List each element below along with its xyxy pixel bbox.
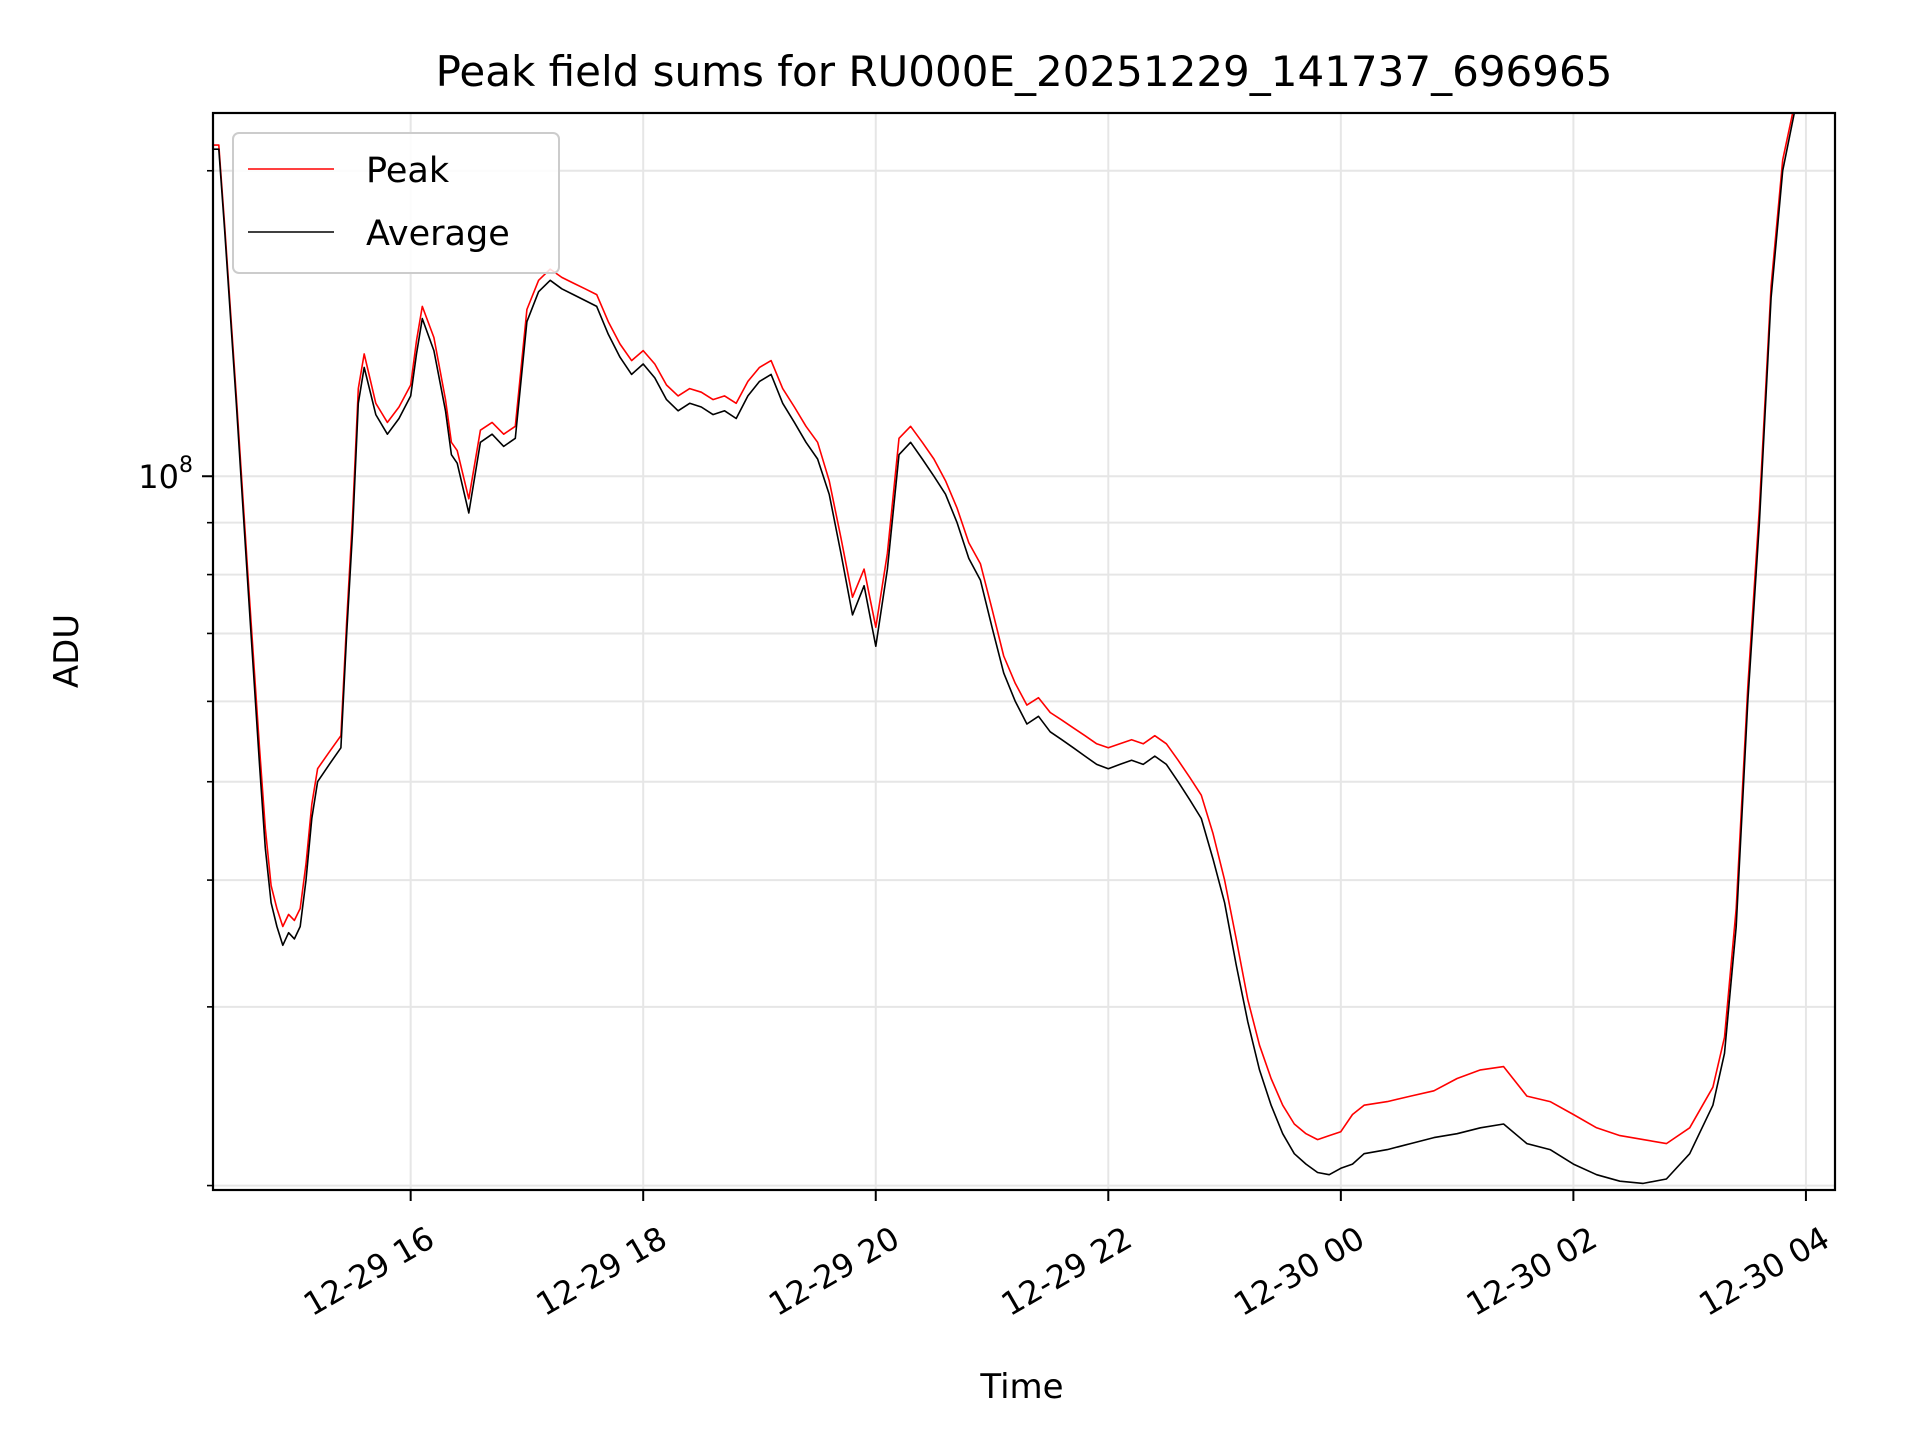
legend: Peak Average (232, 132, 560, 274)
series-line-peak (213, 113, 1794, 1145)
grid-lines (213, 113, 1835, 1190)
legend-label-peak: Peak (366, 151, 450, 191)
series-lines (213, 113, 1796, 1185)
legend-box (232, 132, 560, 274)
x-axis-label: Time (979, 1367, 1063, 1407)
y-axis-label: ADU (47, 614, 87, 688)
y-tick-label: 108 (138, 453, 193, 496)
legend-label-average: Average (366, 214, 510, 254)
chart-title: Peak field sums for RU000E_20251229_1417… (436, 47, 1613, 96)
series-line-average (213, 113, 1796, 1185)
plot-frame (211, 111, 1837, 1192)
